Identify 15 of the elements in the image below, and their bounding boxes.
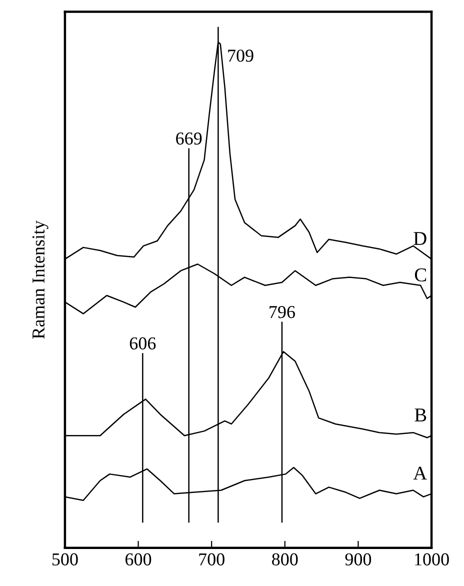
x-tick-label: 1000 — [415, 553, 449, 566]
annotation: 796 — [270, 306, 295, 318]
series-label: A — [413, 466, 427, 480]
series-label: D — [414, 232, 426, 245]
y-axis-title: Raman Intensity — [32, 220, 48, 339]
annotation: 606 — [130, 337, 156, 350]
series-label: B — [414, 408, 426, 422]
x-tick-label: 600 — [126, 553, 152, 566]
annotation: 669 — [176, 132, 202, 145]
annotation: 709 — [228, 50, 254, 62]
x-tick-label: 800 — [272, 553, 298, 566]
series-label: C — [414, 268, 426, 282]
x-tick-label: 900 — [345, 553, 372, 566]
x-tick-label: 500 — [52, 553, 78, 566]
x-tick-label: 700 — [199, 553, 224, 566]
